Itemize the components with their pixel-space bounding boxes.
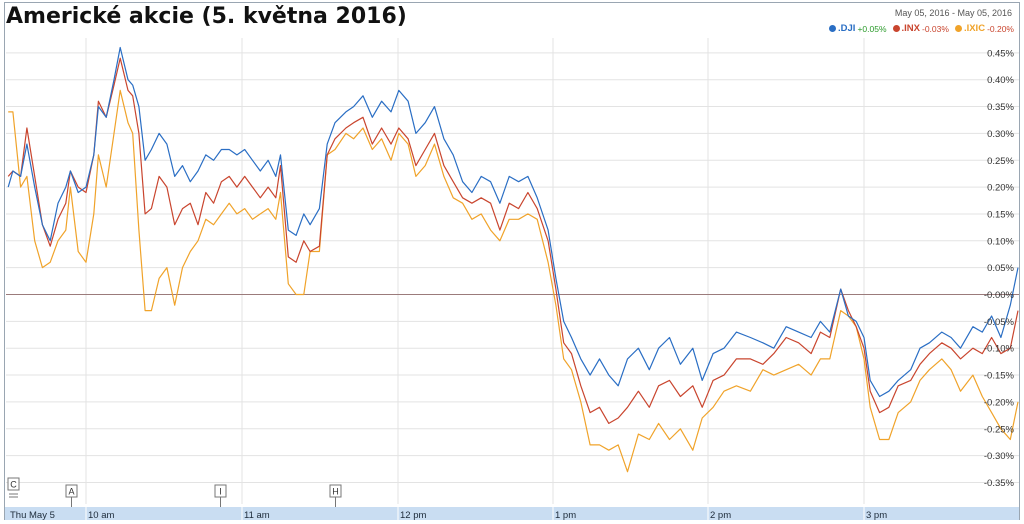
- event-marker-label: H: [332, 487, 339, 497]
- y-tick-label: -0.15%: [984, 371, 1015, 382]
- legend-symbol: .IXIC: [963, 23, 986, 34]
- time-axis-bar[interactable]: [5, 507, 1019, 520]
- legend-item-dji[interactable]: .DJI +0.05%: [829, 23, 887, 34]
- event-marker-i-icon[interactable]: I: [214, 484, 227, 507]
- legend-symbol: .DJI: [838, 23, 856, 34]
- y-tick-label: 0.25%: [987, 156, 1014, 167]
- event-marker-label: A: [68, 487, 74, 497]
- event-marker-a-icon[interactable]: A: [65, 484, 78, 507]
- y-tick-label: -0.05%: [984, 317, 1015, 328]
- y-tick-label: 0.05%: [987, 263, 1014, 274]
- event-marker-h-icon[interactable]: H: [329, 484, 342, 507]
- legend-change: -0.20%: [987, 23, 1014, 34]
- series-line-dji[interactable]: [7, 46, 1019, 398]
- y-tick-label: -0.35%: [984, 478, 1015, 489]
- legend-change: +0.05%: [857, 23, 887, 34]
- y-tick-label: 0.30%: [987, 129, 1014, 140]
- legend-item-ixic[interactable]: .IXIC -0.20%: [954, 23, 1014, 34]
- event-marker-label: C: [10, 480, 17, 490]
- legend: .DJI +0.05% .INX -0.03% .IXIC -0.20%: [829, 23, 1014, 34]
- series-lines: [7, 46, 1019, 473]
- y-tick-label: 0.35%: [987, 102, 1014, 113]
- event-marker-c-icon[interactable]: C: [7, 477, 20, 498]
- series-color-dot-icon: [892, 25, 900, 32]
- y-tick-label: 0.20%: [987, 183, 1014, 194]
- y-tick-label: -0.25%: [984, 424, 1015, 435]
- event-markers: CA I H: [7, 477, 342, 507]
- legend-change: -0.03%: [922, 23, 949, 34]
- legend-symbol: .INX: [901, 23, 920, 34]
- chart-title: Americké akcie (5. května 2016): [6, 4, 407, 29]
- y-tick-label: -0.00%: [984, 290, 1015, 301]
- event-marker-label: I: [219, 487, 222, 497]
- y-tick-label: 0.45%: [987, 48, 1014, 59]
- date-range[interactable]: May 05, 2016 - May 05, 2016: [894, 8, 1012, 18]
- y-tick-label: 0.40%: [987, 75, 1014, 86]
- series-line-ixic[interactable]: [8, 89, 1019, 473]
- chart-frame: [4, 2, 1020, 520]
- y-tick-label: 0.15%: [987, 209, 1014, 220]
- y-tick-label: 0.10%: [987, 236, 1014, 247]
- y-tick-label: -0.30%: [984, 451, 1015, 462]
- y-axis-ticks: 0.45% 0.40% 0.35% 0.30% 0.25% 0.20% 0.15% 0.10%…: [984, 48, 1015, 489]
- y-tick-label: -0.10%: [984, 344, 1015, 355]
- y-tick-label: -0.20%: [984, 397, 1015, 408]
- series-color-dot-icon: [829, 25, 836, 32]
- series-color-dot-icon: [954, 25, 962, 32]
- legend-item-inx[interactable]: .INX -0.03%: [892, 23, 949, 34]
- grid-lines: [6, 38, 1019, 504]
